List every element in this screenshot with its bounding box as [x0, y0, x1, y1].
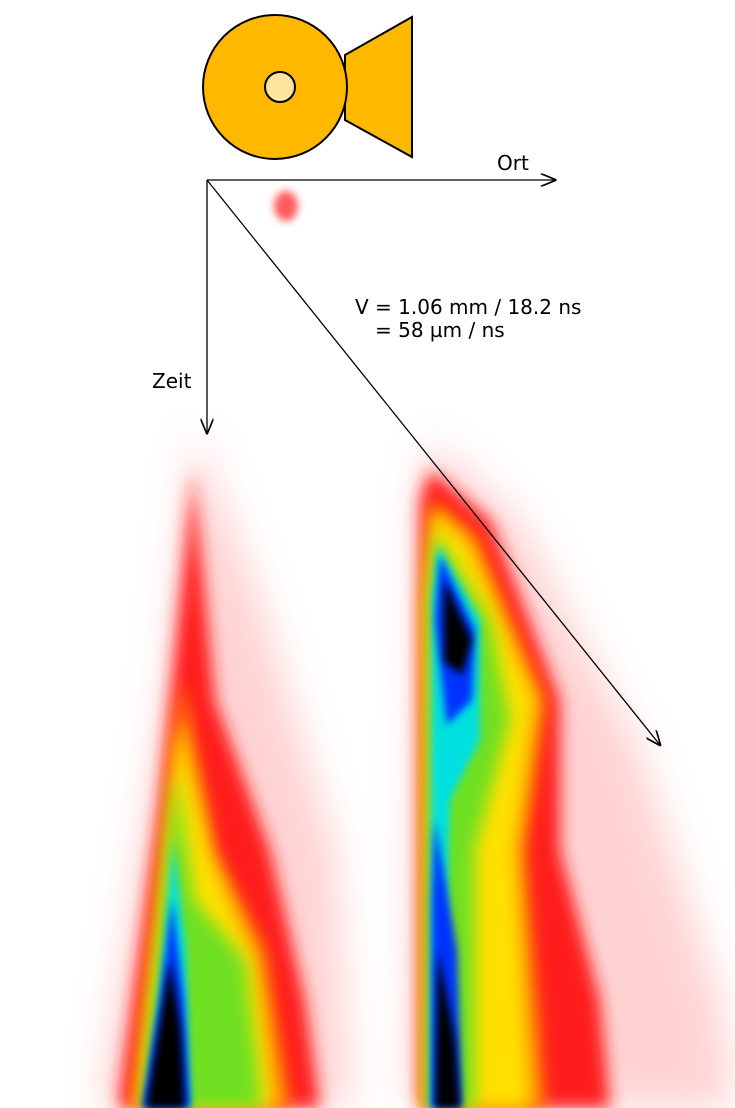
velocity-label: V = 1.06 mm / 18.2 ns	[355, 295, 581, 319]
camera-icon	[203, 15, 412, 159]
velocity-label: = 58 µm / ns	[375, 318, 505, 342]
y-axis-label: Zeit	[152, 369, 192, 393]
streak-diagram: Ort Zeit V = 1.06 mm / 18.2 ns = 58 µm /…	[0, 0, 735, 1108]
x-axis-label: Ort	[497, 151, 529, 175]
